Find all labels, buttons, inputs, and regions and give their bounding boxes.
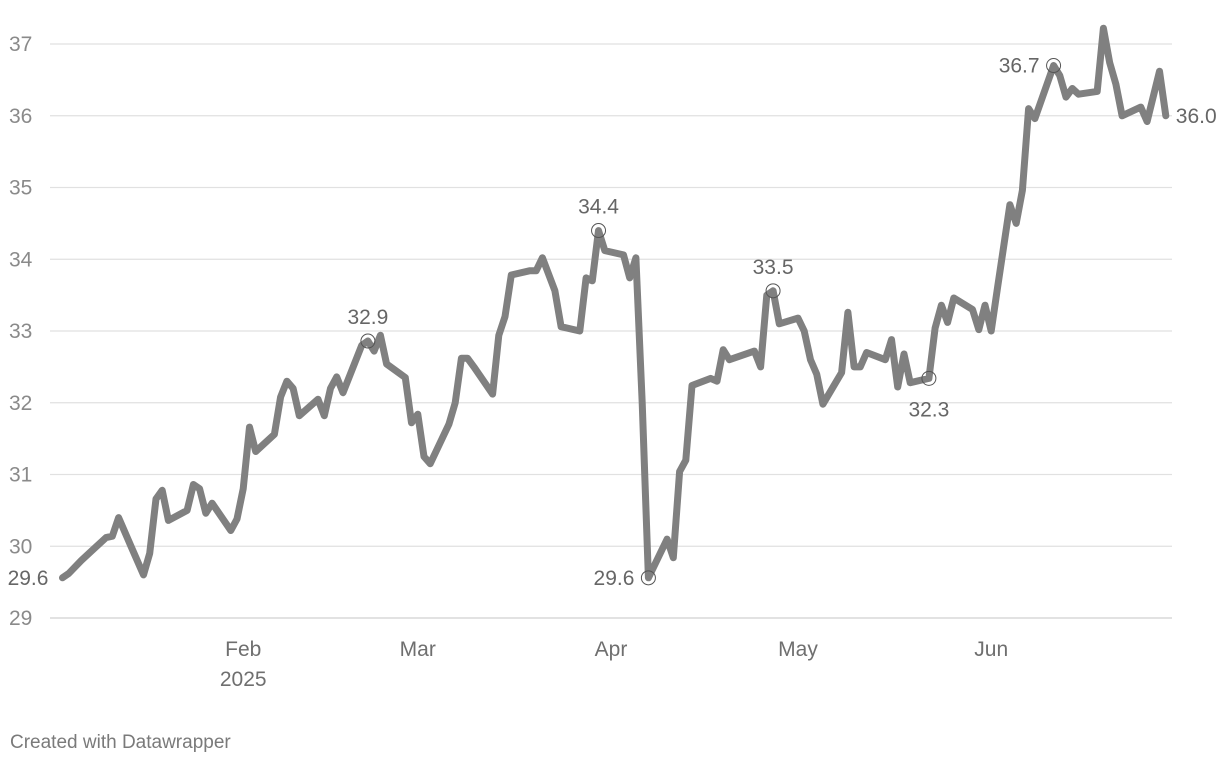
annotation-label-7: 36.7 xyxy=(999,55,1040,78)
y-tick-label-34: 34 xyxy=(9,248,33,271)
y-tick-label-36: 36 xyxy=(9,105,32,128)
line-chart: 29 30 31 32 33 34 35 36 37 Feb 2025 Mar Apr May Jun 2… xyxy=(8,24,1217,691)
annotations-layer: 29.6 32.9 34.4 29.6 33.5 32.3 36.7 36.0 xyxy=(8,55,1217,590)
annotation-label-3: 34.4 xyxy=(578,196,619,219)
annotation-label-6: 32.3 xyxy=(908,398,949,421)
x-axis-tick-labels: Feb 2025 Mar Apr May Jun xyxy=(220,638,1008,691)
y-tick-label-37: 37 xyxy=(9,33,32,56)
annotation-marker-6 xyxy=(921,370,937,386)
annotation-label-4: 29.6 xyxy=(594,567,635,590)
y-tick-label-32: 32 xyxy=(9,392,32,415)
series-line-1 xyxy=(59,24,1170,582)
annotation-marker-4 xyxy=(640,570,656,586)
annotation-marker-2 xyxy=(360,333,376,349)
y-tick-label-35: 35 xyxy=(9,177,32,200)
annotation-label-8: 36.0 xyxy=(1176,105,1217,128)
y-tick-label-31: 31 xyxy=(9,464,32,487)
gridlines xyxy=(50,43,1172,619)
series-layer xyxy=(59,24,1170,582)
annotation-marker-7 xyxy=(1046,58,1062,74)
y-tick-label-33: 33 xyxy=(9,320,32,343)
x-tick-label-apr: Apr xyxy=(595,638,628,661)
x-tick-sublabel-feb: 2025 xyxy=(220,668,267,691)
x-tick-label-feb: Feb xyxy=(225,638,261,661)
annotation-label-5: 33.5 xyxy=(753,256,794,279)
annotation-marker-3 xyxy=(591,223,607,239)
annotation-label-2: 32.9 xyxy=(347,306,388,329)
footer-credit: Created with Datawrapper xyxy=(10,732,231,753)
x-tick-label-mar: Mar xyxy=(400,638,436,661)
annotation-marker-5 xyxy=(765,283,781,299)
x-tick-label-jun: Jun xyxy=(974,638,1008,661)
y-tick-label-30: 30 xyxy=(9,535,32,558)
x-tick-label-may: May xyxy=(778,638,818,661)
y-tick-label-29: 29 xyxy=(9,607,32,630)
y-axis-tick-labels: 29 30 31 32 33 34 35 36 37 xyxy=(9,33,33,630)
annotation-label-1: 29.6 xyxy=(8,567,49,590)
